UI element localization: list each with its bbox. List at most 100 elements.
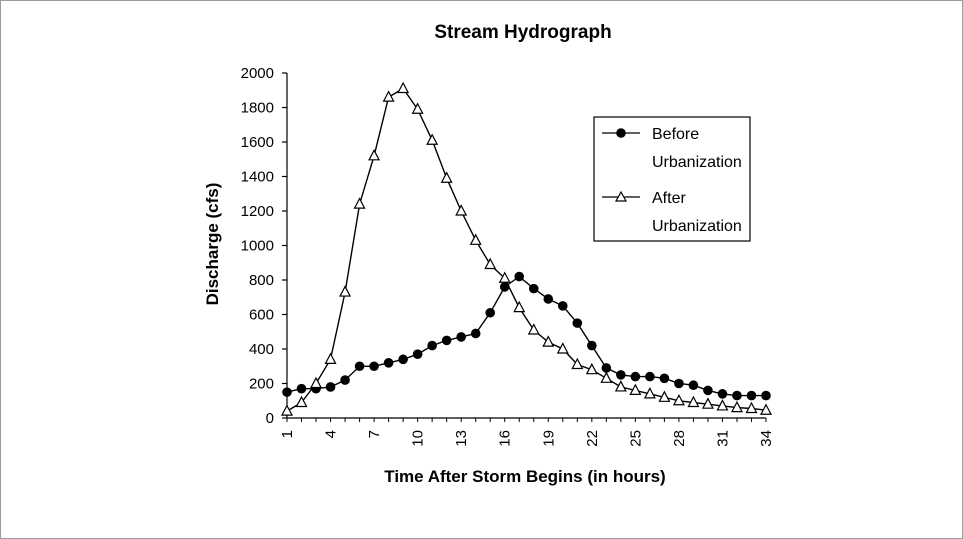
data-point-after — [658, 390, 671, 402]
y-tick-label: 1800 — [241, 100, 274, 117]
data-point-after — [585, 362, 598, 375]
data-point-before — [325, 382, 336, 392]
data-point-after — [513, 300, 526, 313]
data-point-before — [688, 380, 699, 391]
x-tick-label: 34 — [758, 430, 775, 447]
x-tick-label: 10 — [410, 430, 427, 447]
series-line-1 — [286, 87, 767, 412]
x-tick-label: 4 — [323, 430, 340, 438]
data-point-after — [440, 171, 453, 183]
x-axis-label: Time After Storm Begins (in hours) — [384, 467, 665, 486]
data-point-after — [295, 395, 308, 408]
y-tick-label: 2000 — [241, 65, 274, 82]
y-tick-label: 200 — [249, 376, 274, 393]
data-point-before — [587, 340, 597, 351]
data-point-after — [455, 204, 468, 216]
data-point-before — [427, 340, 437, 351]
legend-marker-before — [616, 128, 626, 138]
data-point-before — [514, 271, 525, 282]
series-layer — [281, 81, 772, 416]
data-point-before — [485, 307, 496, 318]
legend-label-before-line2: Urbanization — [652, 154, 742, 171]
data-point-after — [600, 371, 613, 383]
x-tick-label: 22 — [584, 430, 601, 447]
legend-label-before-line1: Before — [652, 126, 699, 143]
data-point-before — [703, 385, 713, 396]
x-tick-label: 1 — [279, 430, 296, 438]
data-point-before — [746, 390, 757, 401]
data-point-before — [630, 371, 641, 382]
data-point-after — [281, 404, 293, 416]
x-tick-label: 19 — [540, 430, 557, 447]
data-point-after — [397, 81, 410, 94]
data-point-before — [572, 318, 583, 328]
y-tick-label: 1200 — [241, 203, 274, 220]
data-point-before — [282, 387, 292, 397]
y-tick-label: 600 — [249, 307, 274, 324]
data-point-after — [629, 383, 642, 395]
data-point-after — [368, 149, 381, 161]
data-point-after — [498, 271, 511, 283]
data-point-before — [557, 301, 568, 311]
y-tick-label: 1000 — [241, 238, 274, 255]
y-tick-label: 1400 — [241, 169, 274, 186]
x-tick-label: 16 — [497, 430, 514, 447]
data-point-before — [470, 328, 481, 339]
data-point-after — [614, 380, 627, 392]
data-point-after — [716, 399, 729, 411]
data-point-before — [528, 283, 539, 294]
x-tick-label: 25 — [627, 430, 644, 447]
data-point-after — [701, 397, 714, 409]
data-point-after — [484, 257, 497, 270]
y-tick-label: 800 — [249, 272, 274, 289]
data-point-after — [527, 323, 540, 335]
data-point-after — [730, 400, 743, 413]
data-point-before — [296, 383, 307, 394]
data-point-after — [353, 197, 366, 209]
data-point-before — [412, 349, 423, 359]
x-tick-label: 31 — [714, 430, 731, 447]
data-point-after — [426, 133, 439, 145]
data-point-after — [687, 395, 700, 408]
chart-title: Stream Hydrograph — [434, 22, 611, 43]
data-point-before — [601, 363, 612, 373]
series-line-0 — [286, 275, 766, 397]
data-point-before — [674, 378, 684, 389]
data-point-before — [732, 390, 742, 401]
y-ticks: 0 200 400 600 800 1000 1200 1400 1600 1800 2000 — [241, 65, 287, 427]
data-point-before — [383, 358, 394, 368]
data-point-before — [616, 370, 626, 380]
x-tick-label: 13 — [453, 430, 470, 447]
data-point-before — [659, 373, 670, 384]
legend: Before Urbanization After Urbanization — [593, 116, 751, 242]
data-point-after — [382, 90, 395, 102]
data-point-after — [339, 285, 352, 297]
data-point-after — [745, 401, 758, 414]
data-point-before — [717, 389, 728, 399]
legend-label-after-line1: After — [652, 190, 686, 207]
legend-label-after-line2: Urbanization — [652, 218, 742, 235]
data-point-after — [310, 376, 323, 389]
data-point-after — [411, 102, 424, 114]
data-point-before — [499, 282, 510, 292]
y-tick-label: 0 — [266, 410, 274, 427]
data-point-after — [542, 335, 555, 347]
x-tick-label: 7 — [366, 430, 383, 438]
data-point-before — [369, 361, 379, 372]
data-point-before — [645, 371, 655, 382]
data-point-after — [556, 342, 569, 354]
data-point-after — [672, 393, 685, 406]
data-point-before — [354, 361, 365, 372]
legend-marker-after — [614, 190, 628, 202]
x-tick-label: 28 — [671, 430, 688, 447]
y-axis-label: Discharge (cfs) — [203, 183, 222, 306]
data-point-after — [571, 357, 584, 370]
data-point-before — [398, 354, 408, 365]
y-tick-label: 400 — [249, 341, 274, 358]
data-point-before — [441, 335, 452, 346]
x-ticks: 1 4 7 10 13 16 19 22 25 28 31 34 — [279, 418, 775, 447]
data-point-after — [643, 387, 656, 399]
data-point-after — [324, 352, 337, 364]
